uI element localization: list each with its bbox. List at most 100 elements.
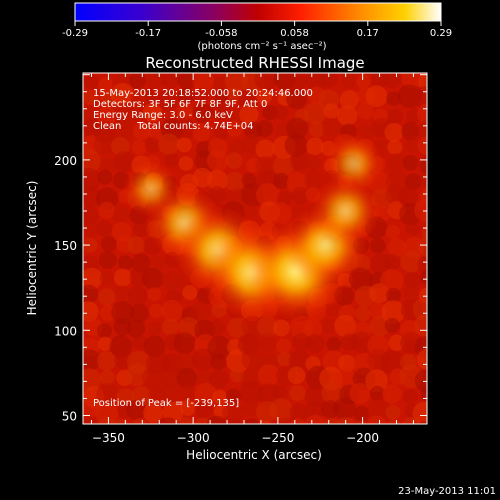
mottle-patch: [383, 254, 401, 272]
mottle-patch: [110, 136, 130, 156]
colorbar-tick-labels: -0.29 -0.17 -0.058 0.058 0.17 0.29: [62, 28, 452, 39]
mottle-patch: [129, 73, 147, 89]
mottle-patch: [222, 401, 244, 424]
mottle-patch: [83, 368, 101, 391]
mottle-patch: [147, 321, 162, 336]
mottle-patch: [338, 354, 356, 372]
mottle-patch: [111, 118, 135, 142]
mottle-patch: [83, 220, 100, 237]
mottle-patch: [243, 400, 259, 416]
mottle-patch: [269, 202, 292, 226]
mottle-patch: [141, 267, 164, 290]
mottle-patch: [192, 348, 215, 371]
mottle-patch: [114, 285, 130, 300]
mottle-patch: [255, 139, 275, 159]
mottle-patch: [211, 101, 231, 121]
mottle-patch: [255, 182, 280, 207]
mottle-patch: [320, 73, 338, 88]
mottle-patch: [147, 287, 162, 302]
mottle-patch: [209, 319, 226, 336]
mottle-patch: [209, 369, 229, 389]
mottle-patch: [213, 76, 228, 91]
colorbar-tick-label: -0.29: [62, 28, 88, 39]
mottle-patch: [355, 306, 371, 322]
mottle-patch: [196, 370, 212, 386]
mottle-patch: [83, 349, 101, 371]
mottle-patch: [177, 73, 196, 90]
mottle-patch: [143, 402, 163, 423]
mottle-patch: [176, 103, 194, 121]
mottle-patch: [388, 334, 405, 351]
mottle-patch: [126, 399, 147, 420]
mottle-patch: [387, 153, 407, 173]
x-axis-label: Heliocentric X (arcsec): [186, 448, 322, 462]
mottle-patch: [242, 418, 261, 424]
mottle-patch: [214, 87, 230, 104]
mottle-patch: [286, 88, 307, 110]
mottle-patch: [370, 238, 386, 254]
mottle-patch: [117, 255, 133, 271]
mottle-patch: [402, 389, 418, 404]
mottle-patch: [132, 335, 148, 351]
y-tick-label: 100: [54, 324, 77, 338]
mottle-patch: [96, 351, 117, 371]
mottle-patch: [83, 73, 99, 89]
mottle-patch: [97, 169, 113, 185]
mottle-patch: [225, 172, 245, 192]
emission-source: [310, 175, 382, 247]
mottle-patch: [113, 102, 135, 125]
mottle-patch: [385, 404, 401, 420]
info-line-energy: Energy Range: 3.0 - 6.0 keV: [93, 110, 233, 121]
mottle-patch: [194, 382, 217, 406]
mottle-patch: [111, 300, 135, 324]
mottle-patch: [276, 338, 292, 354]
mottle-patch: [290, 418, 306, 424]
mottle-patch: [322, 318, 337, 334]
mottle-patch: [384, 122, 404, 142]
mottle-patch: [237, 88, 260, 110]
y-tick-label: 200: [54, 154, 77, 168]
mottle-patch: [113, 151, 135, 172]
image-area: [83, 73, 427, 424]
mottle-patch: [129, 106, 146, 123]
mottle-patch: [157, 417, 180, 424]
mottle-patch: [179, 399, 197, 417]
mottle-patch: [210, 353, 227, 370]
mottle-patch: [417, 235, 427, 258]
mottle-patch: [354, 421, 368, 424]
mottle-patch: [289, 403, 308, 422]
mottle-patch: [161, 299, 184, 322]
mottle-patch: [336, 105, 358, 126]
mottle-patch: [113, 317, 132, 336]
mottle-patch: [127, 236, 146, 254]
colorbar-tick-label: 0.17: [357, 28, 379, 39]
colorbar-ticks: [74, 21, 442, 26]
mottle-patch: [143, 335, 166, 358]
colorbar-tick-label: -0.17: [135, 28, 161, 39]
colorbar-tick-label: 0.29: [430, 28, 452, 39]
mottle-patch: [145, 73, 166, 90]
mottle-patch: [192, 102, 213, 123]
mottle-patch: [413, 314, 427, 337]
mottle-patch: [356, 102, 374, 120]
mottle-patch: [304, 154, 321, 171]
mottle-patch: [276, 351, 292, 367]
mottle-patch: [225, 419, 244, 424]
mottle-patch: [405, 221, 420, 236]
mottle-patch: [417, 136, 427, 155]
mottle-patch: [321, 118, 342, 138]
mottle-patch: [98, 201, 116, 219]
mottle-patch: [131, 139, 147, 156]
mottle-patch: [398, 187, 419, 208]
mottle-patch: [148, 255, 165, 272]
mottle-patch: [226, 120, 243, 138]
mottle-patch: [404, 173, 422, 191]
mottle-patch: [285, 73, 308, 92]
mottle-patch: [182, 285, 198, 301]
mottle-patch: [416, 103, 427, 125]
mottle-patch: [133, 122, 151, 140]
mottle-patch: [130, 303, 149, 323]
colorbar-tick-label: -0.058: [205, 28, 237, 39]
y-tick-label: 150: [54, 239, 77, 253]
mottle-patch: [98, 288, 116, 306]
